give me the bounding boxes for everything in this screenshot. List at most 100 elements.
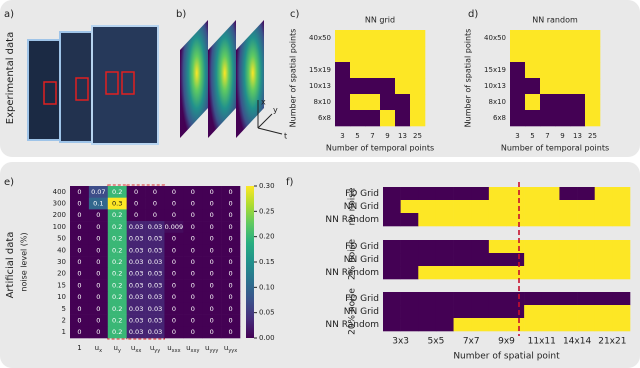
col-label: 11x11 bbox=[528, 337, 556, 347]
cell-label: 0 bbox=[77, 281, 81, 289]
cell bbox=[183, 314, 203, 327]
cell bbox=[400, 292, 419, 306]
cell bbox=[383, 292, 401, 306]
cell bbox=[88, 244, 109, 257]
cell bbox=[410, 62, 426, 79]
cell bbox=[70, 256, 90, 269]
cell bbox=[202, 232, 222, 245]
row-label: 10x13 bbox=[309, 82, 331, 90]
cell bbox=[453, 240, 472, 254]
col-label: 1 bbox=[77, 344, 81, 352]
cell bbox=[383, 318, 401, 332]
cell-label: 0 bbox=[77, 223, 81, 231]
cell bbox=[395, 94, 411, 111]
top-background bbox=[0, 0, 640, 157]
cell bbox=[365, 46, 381, 63]
cell bbox=[506, 253, 525, 267]
cell bbox=[383, 305, 401, 319]
cell-label: 0 bbox=[210, 281, 214, 289]
cell bbox=[400, 305, 419, 319]
row-label: 6x8 bbox=[493, 114, 506, 122]
cell bbox=[559, 240, 578, 254]
cell bbox=[506, 213, 525, 227]
cell bbox=[126, 232, 146, 245]
cell-label: 0.2 bbox=[112, 281, 122, 289]
panel-label: e) bbox=[4, 177, 14, 188]
cell bbox=[471, 292, 490, 306]
cell bbox=[335, 94, 351, 111]
cell bbox=[365, 110, 381, 127]
cell bbox=[88, 221, 109, 234]
row-label: 100 bbox=[53, 223, 66, 231]
cell bbox=[88, 232, 109, 245]
cell bbox=[164, 244, 184, 257]
cell bbox=[435, 253, 454, 267]
cell-label: 0 bbox=[172, 235, 176, 243]
cell bbox=[612, 318, 631, 332]
cell-label: 0 bbox=[210, 316, 214, 324]
cell bbox=[365, 62, 381, 79]
cell bbox=[395, 46, 411, 63]
y-axis-label: no noise bbox=[348, 187, 358, 225]
cell-label: 0 bbox=[191, 316, 195, 324]
cell bbox=[453, 200, 472, 214]
cell bbox=[612, 305, 631, 319]
panel-label: b) bbox=[176, 9, 186, 20]
chart-title: NN grid bbox=[365, 16, 395, 25]
y-axis-label: noise level (%) bbox=[20, 232, 29, 291]
cell bbox=[202, 197, 222, 210]
cell-label: 0.2 bbox=[112, 258, 122, 266]
y-axis-label: 2% noise bbox=[348, 239, 358, 281]
cell bbox=[107, 197, 127, 210]
col-label: uyyy bbox=[205, 344, 218, 354]
row-label: 15x19 bbox=[309, 66, 331, 74]
cell-label: 0 bbox=[191, 235, 195, 243]
cell bbox=[594, 213, 613, 227]
cell bbox=[418, 305, 437, 319]
cell bbox=[541, 200, 560, 214]
cell bbox=[612, 292, 631, 306]
cell bbox=[506, 292, 525, 306]
cell bbox=[540, 46, 556, 63]
cell bbox=[555, 78, 571, 95]
cell-label: 0 bbox=[210, 246, 214, 254]
cell bbox=[70, 221, 90, 234]
cell bbox=[183, 186, 203, 198]
cell-label: 0.03 bbox=[148, 246, 162, 254]
cell-label: 0 bbox=[228, 328, 232, 336]
cell bbox=[559, 292, 578, 306]
cell bbox=[202, 256, 222, 269]
cell-label: 0 bbox=[172, 281, 176, 289]
cell bbox=[221, 302, 241, 315]
cell bbox=[524, 187, 543, 201]
cell bbox=[418, 266, 437, 280]
cell-label: 0.1 bbox=[93, 200, 103, 208]
cell-label: 0 bbox=[77, 305, 81, 313]
cell-label: 0 bbox=[228, 305, 232, 313]
cell bbox=[510, 110, 526, 127]
cell bbox=[410, 78, 426, 95]
col-label: uyy bbox=[150, 344, 160, 354]
cell-label: 0.03 bbox=[148, 328, 162, 336]
cell bbox=[126, 186, 146, 198]
cell-label: 0.03 bbox=[129, 305, 143, 313]
x-axis-label: Number of temporal points bbox=[501, 144, 609, 153]
axis-symbol: t bbox=[284, 132, 287, 141]
cell-label: 0.03 bbox=[129, 316, 143, 324]
row-label: 1 bbox=[62, 328, 66, 336]
cell bbox=[471, 200, 490, 214]
cell-label: 0.03 bbox=[148, 235, 162, 243]
colorbar-tick-label: 0.10 bbox=[259, 283, 275, 291]
cell bbox=[145, 279, 165, 292]
cell-label: 0 bbox=[191, 223, 195, 231]
cell-label: 0 bbox=[210, 211, 214, 219]
cell bbox=[145, 221, 165, 234]
cell bbox=[183, 267, 203, 280]
cell-label: 0 bbox=[210, 188, 214, 196]
cell bbox=[418, 240, 437, 254]
cell bbox=[380, 30, 396, 47]
cell bbox=[488, 187, 507, 201]
cell bbox=[400, 213, 419, 227]
cell bbox=[410, 94, 426, 111]
y-axis-label: Number of spatial points bbox=[289, 29, 298, 128]
